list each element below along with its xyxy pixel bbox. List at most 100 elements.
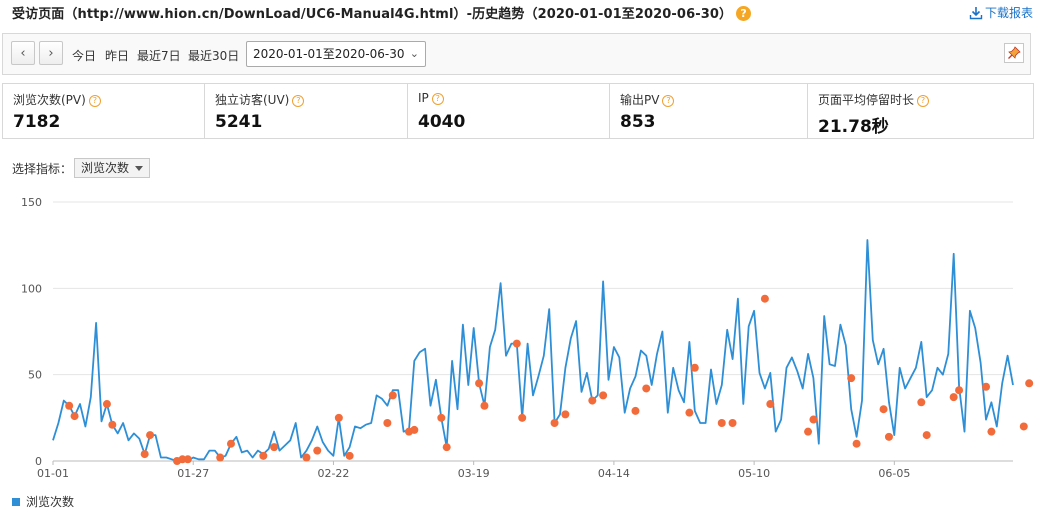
data-point-marker [1025,379,1034,388]
date-toolbar: ‹ › 今日 昨日 最近7日 最近30日 2020-01-01至2020-06-… [2,33,1031,75]
legend-label: 浏览次数 [26,495,75,509]
date-range-value: 2020-01-01至2020-06-30 [253,47,405,61]
data-point-marker [302,453,311,462]
data-point-marker [70,412,79,421]
data-point-marker [949,393,958,402]
quick-range-7days[interactable]: 最近7日 [137,49,181,63]
legend-swatch [12,497,20,506]
download-label: 下载报表 [984,6,1033,20]
data-point-marker [922,431,931,440]
metric-avg-duration-help-icon[interactable]: ? [917,95,930,107]
data-point-marker [809,415,818,424]
next-period-button[interactable]: › [39,41,63,65]
data-point-marker [561,410,570,419]
metric-exit-pv-value: 853 [620,112,656,132]
metric-select-value: 浏览次数 [81,161,130,175]
data-point-marker [852,439,861,448]
data-point-marker [884,432,893,441]
metric-pv-value: 7182 [13,112,61,132]
data-point-marker [685,408,694,417]
data-point-marker [410,425,419,434]
metric-uv-label: 独立访客(UV) [215,93,290,107]
metric-pv-help-icon[interactable]: ? [88,95,101,107]
metric-selector-label: 选择指标： [12,161,73,176]
metric-uv-help-icon[interactable]: ? [292,95,305,107]
metric-exit-pv-help-icon[interactable]: ? [662,95,675,107]
metric-uv: 独立访客(UV)? 5241 [205,84,408,138]
data-point-marker [879,405,888,414]
pin-button[interactable] [1004,43,1024,63]
data-point-marker [955,386,964,395]
data-point-marker [728,419,737,428]
data-point-marker [588,396,597,405]
data-point-marker [226,439,235,448]
quick-range-yesterday[interactable]: 昨日 [105,49,130,63]
x-tick-label: 06-05 [878,467,910,480]
data-point-marker [512,339,521,348]
title-help-icon[interactable]: ? [736,6,752,21]
quick-range-30days[interactable]: 最近30日 [188,49,240,63]
chart-legend: 浏览次数 [12,493,74,510]
data-point-marker [183,455,192,464]
series-line [52,239,1014,462]
data-point-marker [550,419,559,428]
x-tick-label: 01-01 [37,467,69,480]
data-point-marker [442,443,451,452]
data-point-marker [717,419,726,428]
y-tick-label: 100 [21,282,42,295]
metric-ip: IP? 4040 [408,84,610,138]
prev-period-button[interactable]: ‹ [11,41,35,65]
download-icon [969,6,983,19]
data-point-marker [146,431,155,440]
metric-ip-help-icon[interactable]: ? [431,93,444,105]
metric-uv-value: 5241 [215,112,263,132]
data-point-marker [847,374,856,383]
chevron-down-icon: ⌄ [409,47,419,60]
data-point-marker [270,443,279,452]
data-point-marker [259,451,268,460]
data-point-marker [437,413,446,422]
quick-range-today[interactable]: 今日 [72,49,97,63]
trend-chart: 0 50 100 150 01-01 01-27 02-22 03-19 04-14 05-10 0… [21,196,1034,480]
y-tick-label: 150 [21,196,42,209]
data-point-marker [216,453,225,462]
data-point-marker [760,294,769,303]
date-range-select[interactable]: 2020-01-01至2020-06-30 ⌄ [246,41,426,67]
data-point-marker [1019,422,1028,431]
data-point-marker [766,400,775,409]
data-point-marker [518,413,527,422]
data-point-marker [345,451,354,460]
x-tick-label: 04-14 [598,467,630,480]
data-point-marker [388,391,397,400]
x-tick-label: 03-19 [458,467,490,480]
download-report-link[interactable]: 下载报表 [969,4,1033,21]
data-point-marker [102,400,111,409]
metric-exit-pv: 输出PV? 853 [610,84,808,138]
page-title: 受访页面（http://www.hion.cn/DownLoad/UC6-Man… [12,3,752,22]
metric-avg-duration-value: 21.78秒 [818,117,889,137]
data-point-marker [982,382,991,391]
metric-pv: 浏览次数(PV)? 7182 [3,84,205,138]
pin-icon [1008,46,1021,59]
data-point-marker [987,427,996,436]
y-tick-label: 0 [35,455,42,468]
y-tick-label: 50 [28,369,42,382]
x-tick-label: 02-22 [317,467,349,480]
metric-pv-label: 浏览次数(PV) [13,93,86,107]
data-point-marker [690,363,699,372]
metric-select-dropdown[interactable]: 浏览次数 [74,158,151,178]
data-point-marker [65,401,74,410]
x-tick-label: 05-10 [738,467,770,480]
x-tick-label: 01-27 [177,467,209,480]
page-title-text: 受访页面（http://www.hion.cn/DownLoad/UC6-Man… [12,7,733,22]
data-point-marker [108,420,117,429]
data-point-marker [642,384,651,393]
metric-ip-value: 4040 [418,112,466,132]
chevron-right-icon: › [48,45,54,61]
data-point-marker [804,427,813,436]
data-point-marker [383,419,392,428]
metric-selector: 选择指标： 浏览次数 [12,158,151,178]
metric-avg-duration: 页面平均停留时长? 21.78秒 [808,84,1033,138]
metrics-panel: 浏览次数(PV)? 7182 独立访客(UV)? 5241 IP? 4040 输… [2,83,1034,139]
data-point-marker [599,391,608,400]
